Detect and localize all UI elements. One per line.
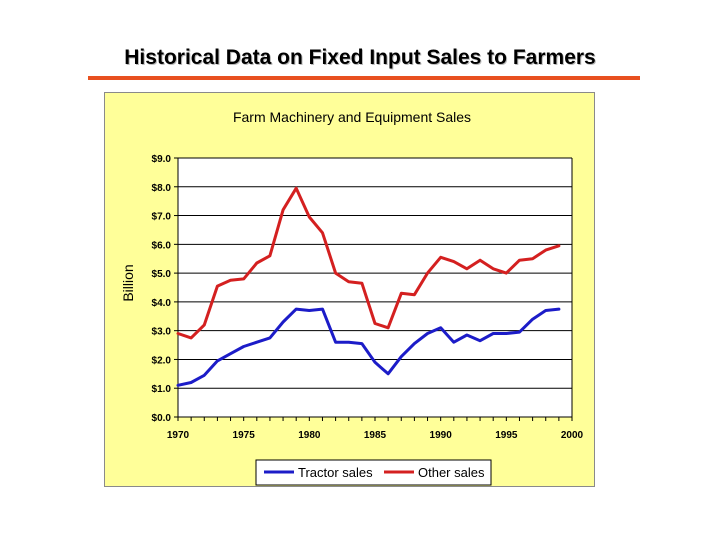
y-tick-label: $3.0 (152, 327, 172, 338)
x-tick-label: 1985 (364, 430, 387, 441)
title-underline (88, 76, 640, 80)
chart-panel: Farm Machinery and Equipment Sales Billi… (104, 92, 595, 487)
x-tick-label: 1995 (495, 430, 518, 441)
y-axis-label: Billion (120, 264, 136, 301)
y-tick-label: $4.0 (152, 298, 172, 309)
x-tick-label: 1980 (298, 430, 321, 441)
y-tick-label: $2.0 (152, 355, 172, 366)
series-line-other-sales (176, 186, 561, 340)
series-line-tractor-sales (176, 307, 561, 387)
y-tick-label: $7.0 (152, 212, 172, 223)
y-tick-labels: $0.0 $1.0 $2.0 $3.0 $4.0 $5.0 $6.0 $7.0 $8.0 $9.0 (152, 154, 172, 424)
axes (174, 157, 573, 421)
slide-title: Historical Data on Fixed Input Sales to … (124, 46, 596, 69)
y-tick-label: $8.0 (152, 183, 172, 194)
y-tick-label: $1.0 (152, 384, 172, 395)
series-lines (176, 186, 561, 387)
x-tick-label: 1975 (233, 430, 256, 441)
chart-title: Farm Machinery and Equipment Sales (233, 109, 471, 125)
legend-label: Tractor sales (298, 465, 373, 480)
x-tick-label: 2000 (561, 430, 584, 441)
line-chart: Farm Machinery and Equipment Sales Billi… (120, 109, 584, 486)
y-tick-label: $9.0 (152, 154, 172, 165)
plot-area (178, 158, 572, 417)
legend-box (255, 459, 492, 486)
x-tick-label: 1990 (430, 430, 453, 441)
x-tick-labels: 1970 1975 1980 1985 1990 1995 2000 (167, 430, 584, 441)
legend: Tractor sales Other sales (255, 459, 492, 486)
legend-label: Other sales (418, 465, 485, 480)
x-tick-label: 1970 (167, 430, 190, 441)
y-tick-label: $0.0 (152, 413, 172, 424)
gridlines (178, 157, 572, 418)
y-tick-label: $5.0 (152, 269, 172, 280)
y-tick-label: $6.0 (152, 240, 172, 251)
